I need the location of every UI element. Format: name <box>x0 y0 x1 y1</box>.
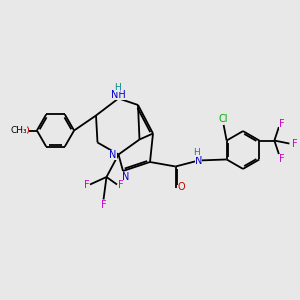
Text: NH: NH <box>111 90 126 100</box>
Text: F: F <box>118 179 123 190</box>
Text: CH₃: CH₃ <box>11 126 27 135</box>
Text: F: F <box>101 200 106 211</box>
Text: F: F <box>292 139 298 148</box>
Text: Cl: Cl <box>219 114 228 124</box>
Text: F: F <box>279 119 285 129</box>
Text: N: N <box>195 155 202 166</box>
Text: H: H <box>193 148 200 157</box>
Text: F: F <box>84 179 89 190</box>
Text: H: H <box>114 83 120 92</box>
Text: O: O <box>178 182 185 193</box>
Text: O: O <box>22 125 29 136</box>
Text: F: F <box>279 154 285 164</box>
Text: N: N <box>122 172 130 182</box>
Text: N: N <box>110 149 117 160</box>
